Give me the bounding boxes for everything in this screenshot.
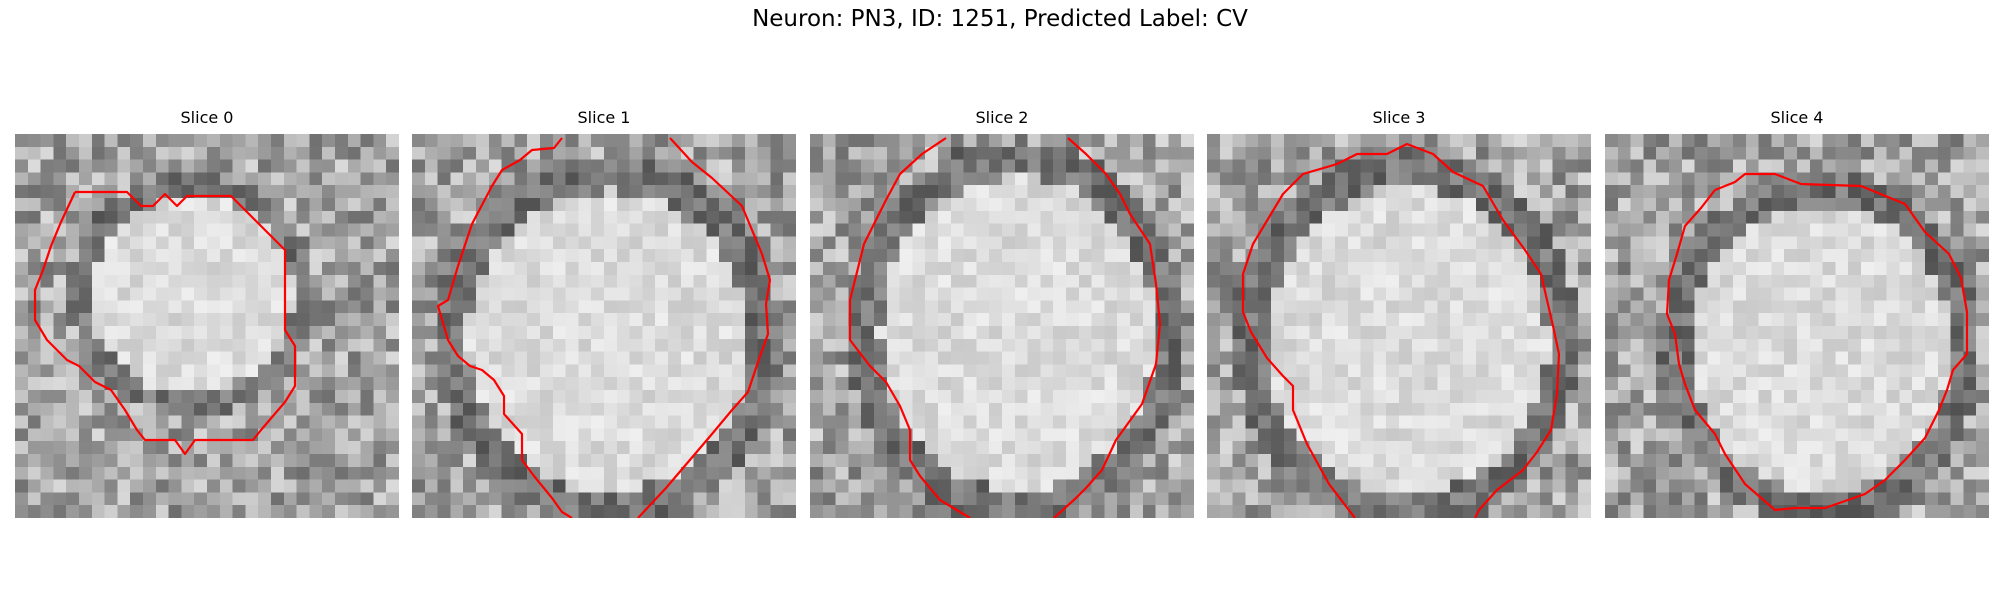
slice-title-3: Slice 3: [1372, 108, 1426, 127]
slice-title-1: Slice 1: [577, 108, 631, 127]
red-contour-1-0: [436, 137, 573, 518]
slice-title-0: Slice 0: [180, 108, 234, 127]
slice-image-4: [1605, 134, 1989, 518]
red-contour-1-1: [637, 137, 772, 518]
slice-image-2: [810, 134, 1194, 518]
contour-overlay-2: [848, 137, 1162, 518]
slice-pixels-4: [1605, 134, 1989, 518]
slice-panel-2: Slice 2: [810, 108, 1194, 520]
red-contour-2-0: [848, 137, 971, 518]
slice-image-1: [412, 134, 796, 518]
slice-pixels-3: [1207, 134, 1591, 518]
red-contour-4-0: [1665, 172, 1969, 512]
red-contour-2-1: [1053, 137, 1162, 518]
red-contour-3-0: [1241, 142, 1561, 518]
slice-image-3: [1207, 134, 1591, 518]
contour-overlay-3: [1241, 142, 1561, 518]
slice-pixels-0: [15, 134, 399, 518]
slice-panel-0: Slice 0: [15, 108, 399, 520]
red-contour-0-0: [33, 190, 297, 456]
slice-panel-1: Slice 1: [412, 108, 796, 520]
slice-panel-3: Slice 3: [1207, 108, 1591, 520]
slice-title-4: Slice 4: [1770, 108, 1824, 127]
contour-overlay-4: [1665, 172, 1969, 512]
contour-overlay-1: [436, 137, 772, 518]
slice-pixels-2: [810, 134, 1194, 518]
slice-image-0: [15, 134, 399, 518]
slice-title-2: Slice 2: [975, 108, 1029, 127]
slice-panel-4: Slice 4: [1605, 108, 1989, 520]
figure-title: Neuron: PN3, ID: 1251, Predicted Label: …: [752, 6, 1248, 32]
contour-overlay-0: [33, 190, 297, 456]
